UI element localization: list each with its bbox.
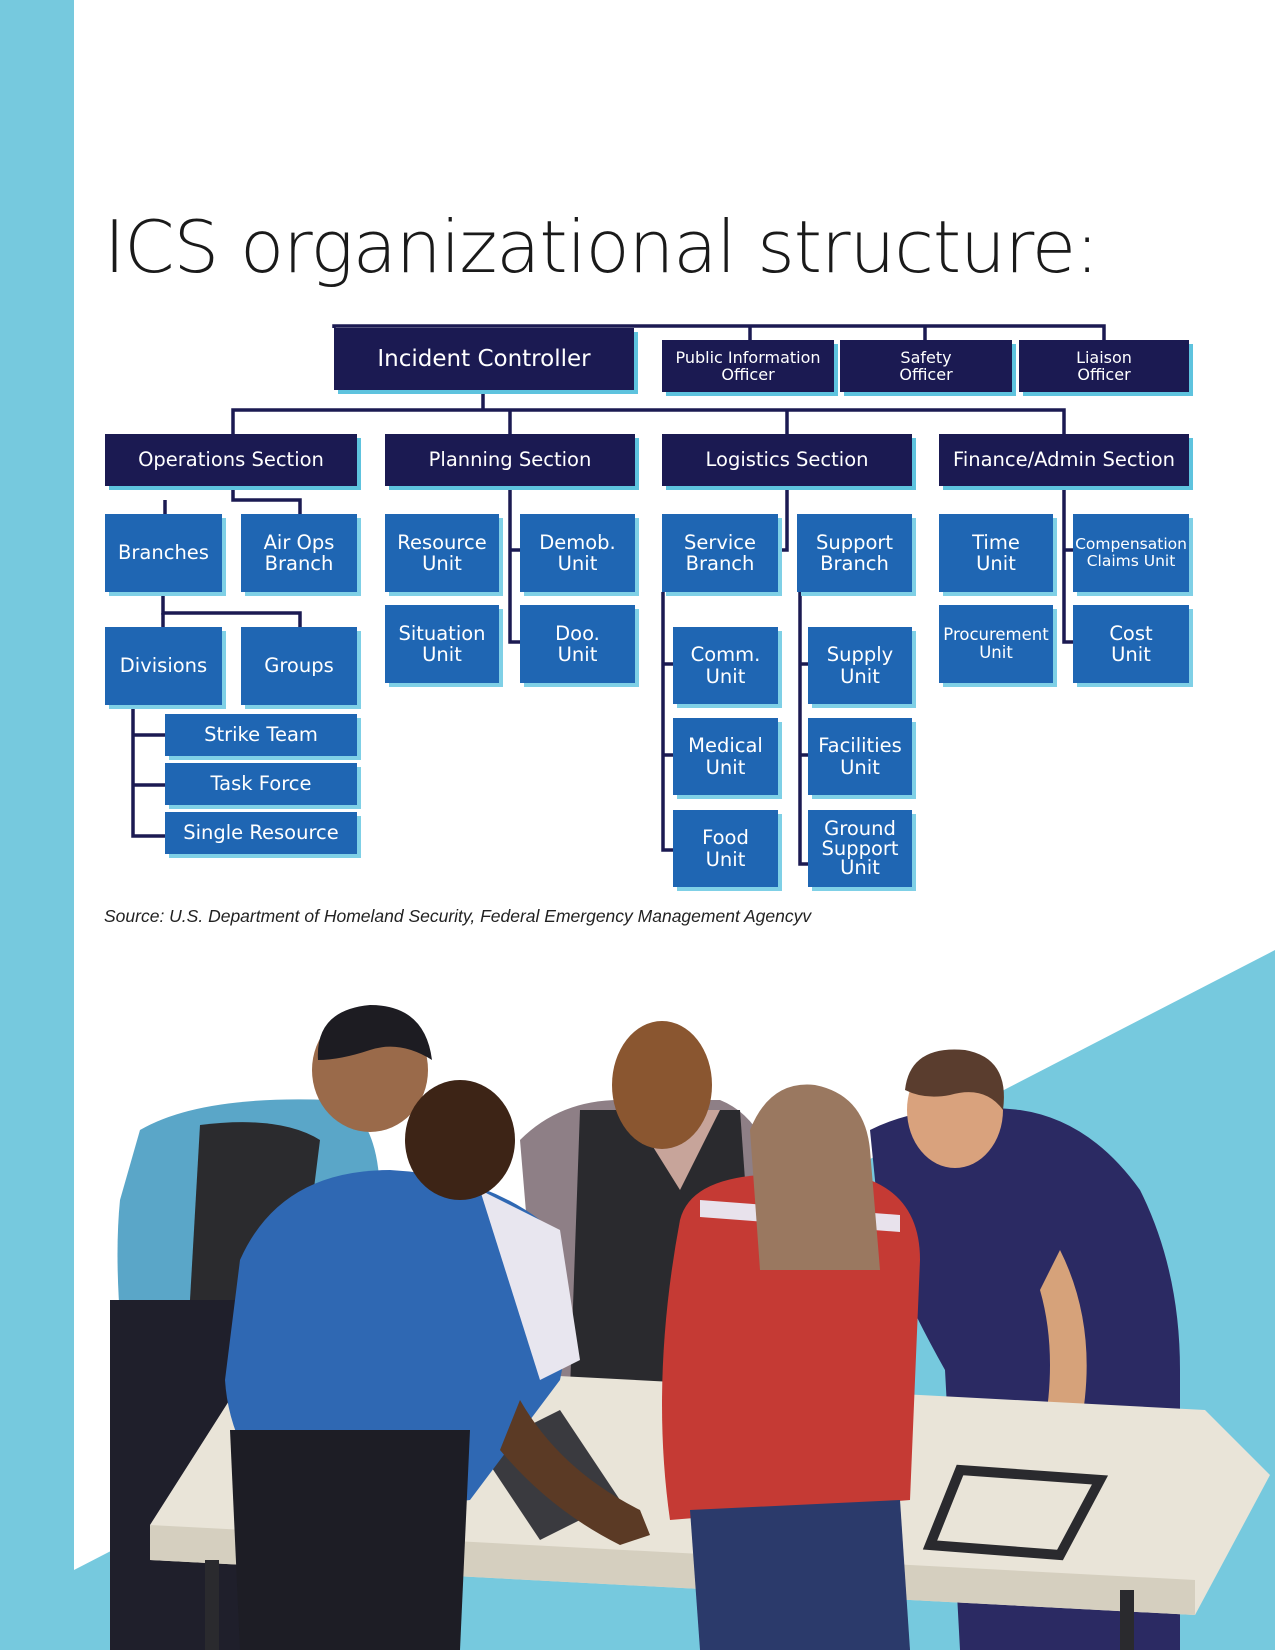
cost-unit-box: Cost Unit [1073, 605, 1189, 683]
food-unit-label: Food Unit [702, 826, 749, 871]
left-teal-band [0, 0, 74, 1650]
branches-box: Branches [105, 514, 222, 592]
support-branch-box: Support Branch [797, 514, 912, 592]
support-branch-label: Support Branch [815, 530, 894, 575]
procurement-unit-label: Procurement Unit [943, 625, 1049, 662]
doo-unit-box: Doo. Unit [520, 605, 635, 683]
public-information-officer-box: Public Information Officer [662, 340, 834, 392]
planning-section-label: Planning Section [428, 448, 592, 472]
public-information-officer-label: Public Information Officer [675, 347, 821, 384]
operations-section-box: Operations Section [105, 434, 357, 486]
facilities-unit-box: Facilities Unit [808, 718, 912, 795]
source-caption: Source: U.S. Department of Homeland Secu… [104, 906, 812, 926]
ground-support-unit-label: Ground Support Unit [821, 817, 899, 880]
air-ops-branch-box: Air Ops Branch [241, 514, 357, 592]
safety-officer-label: Safety Officer [899, 347, 953, 384]
task-force-box: Task Force [165, 763, 357, 805]
task-force-label: Task Force [210, 772, 312, 796]
demob-unit-box: Demob. Unit [520, 514, 635, 592]
doo-unit-label: Doo. Unit [555, 621, 600, 666]
branches-label: Branches [118, 541, 209, 565]
medical-unit-box: Medical Unit [673, 718, 778, 795]
incident-controller-box: Incident Controller [334, 328, 634, 390]
single-resource-label: Single Resource [183, 821, 339, 845]
divisions-label: Divisions [119, 654, 208, 678]
operations-section-label: Operations Section [138, 448, 324, 472]
resource-unit-label: Resource Unit [397, 530, 487, 575]
person-front-right-illustration [662, 1084, 920, 1650]
situation-unit-label: Situation Unit [398, 621, 486, 666]
food-unit-box: Food Unit [673, 810, 778, 887]
time-unit-label: Time Unit [972, 530, 1020, 575]
finance-admin-section-label: Finance/Admin Section [953, 448, 1175, 472]
air-ops-branch-label: Air Ops Branch [263, 530, 335, 575]
groups-box: Groups [241, 627, 357, 705]
liaison-officer-box: Liaison Officer [1019, 340, 1189, 392]
page-title: ICS organizational structure: [104, 205, 1099, 289]
resource-unit-box: Resource Unit [385, 514, 499, 592]
ground-support-unit-box: Ground Support Unit [808, 810, 912, 887]
facilities-unit-label: Facilities Unit [818, 734, 902, 779]
divisions-box: Divisions [105, 627, 222, 705]
logistics-section-box: Logistics Section [662, 434, 912, 486]
liaison-officer-label: Liaison Officer [1076, 347, 1132, 384]
logistics-section-label: Logistics Section [705, 448, 869, 472]
compensation-claims-unit-label: Compensation Claims Unit [1075, 535, 1187, 570]
cost-unit-label: Cost Unit [1109, 621, 1153, 666]
service-branch-box: Service Branch [662, 514, 778, 592]
supply-unit-box: Supply Unit [808, 627, 912, 704]
groups-label: Groups [264, 654, 334, 678]
situation-unit-box: Situation Unit [385, 605, 499, 683]
planning-section-box: Planning Section [385, 434, 635, 486]
service-branch-label: Service Branch [683, 530, 757, 575]
time-unit-box: Time Unit [939, 514, 1053, 592]
strike-team-label: Strike Team [204, 723, 318, 747]
procurement-unit-box: Procurement Unit [939, 605, 1053, 683]
supply-unit-label: Supply Unit [826, 643, 894, 688]
demob-unit-label: Demob. Unit [539, 530, 616, 575]
incident-controller-label: Incident Controller [377, 345, 591, 372]
compensation-claims-unit-box: Compensation Claims Unit [1073, 514, 1189, 592]
strike-team-box: Strike Team [165, 714, 357, 756]
comm-unit-label: Comm. Unit [690, 643, 761, 688]
finance-admin-section-box: Finance/Admin Section [939, 434, 1189, 486]
person-front-left-illustration [225, 1080, 650, 1650]
safety-officer-box: Safety Officer [840, 340, 1012, 392]
medical-unit-label: Medical Unit [688, 734, 763, 779]
single-resource-box: Single Resource [165, 812, 357, 854]
comm-unit-box: Comm. Unit [673, 627, 778, 704]
